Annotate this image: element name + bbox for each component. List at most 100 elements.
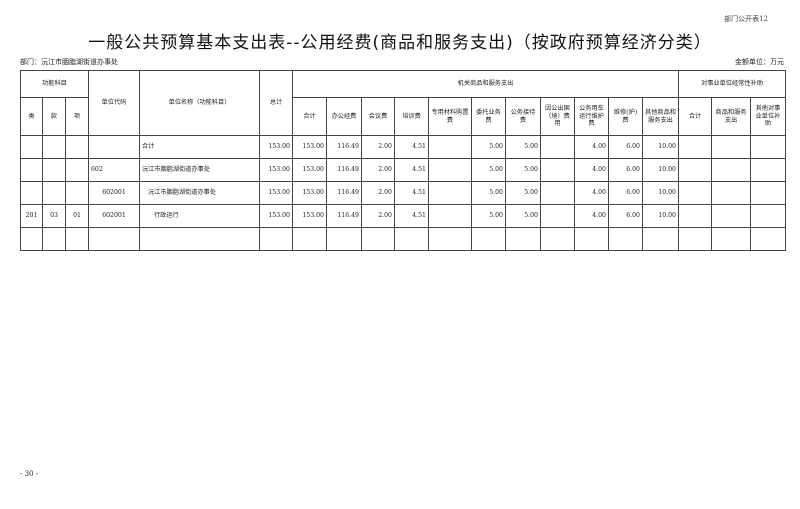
- cell-value: 4.51: [394, 158, 429, 182]
- cell-value: 4.00: [574, 158, 609, 182]
- cell-lei: [20, 135, 43, 159]
- table-row: 602001 沅江市胭脂湖街道办事处 153.00 153.00 116.49 2.00 4…: [20, 181, 786, 205]
- cell-value: 4.51: [394, 135, 429, 159]
- cell-value: [750, 204, 786, 228]
- cell-lei: [20, 181, 43, 205]
- cell-value: 5.00: [471, 158, 506, 182]
- department-label: 部门：沅江市胭脂湖街道办事处: [20, 58, 118, 66]
- cell-name: 沅江市胭脂湖街道办事处: [139, 181, 260, 205]
- cell-value: [428, 227, 472, 251]
- cell-value: [540, 158, 575, 182]
- cell-value: 153.00: [292, 135, 327, 159]
- cell-value: 10.00: [642, 204, 679, 228]
- cell-value: 153.00: [259, 204, 293, 228]
- cell-value: [540, 204, 575, 228]
- cell-xiang: [65, 181, 89, 205]
- cell-value: [750, 227, 786, 251]
- header-g2-col: 商品和服务支出: [711, 97, 751, 136]
- cell-value: [711, 181, 751, 205]
- cell-value: [678, 204, 712, 228]
- cell-value: [608, 227, 643, 251]
- cell-value: [678, 181, 712, 205]
- cell-code: 602: [88, 158, 140, 182]
- header-g1-col: 合计: [292, 97, 327, 136]
- cell-value: 116.49: [326, 181, 362, 205]
- cell-name: 合计: [139, 135, 260, 159]
- cell-code: [88, 135, 140, 159]
- header-lei: 类: [20, 97, 43, 136]
- cell-value: 4.00: [574, 181, 609, 205]
- cell-value: 5.00: [505, 158, 541, 182]
- header-g1-col: 委托业务费: [471, 97, 506, 136]
- cell-value: [678, 158, 712, 182]
- header-total: 总计: [259, 70, 293, 136]
- cell-value: 153.00: [292, 158, 327, 182]
- header-kuan: 款: [42, 97, 66, 136]
- header-xiang: 项: [65, 97, 89, 136]
- cell-value: 5.00: [505, 135, 541, 159]
- cell-value: [750, 135, 786, 159]
- cell-value: [361, 227, 395, 251]
- cell-value: [428, 181, 472, 205]
- cell-value: [428, 158, 472, 182]
- page-code: 部门公开表12: [724, 15, 768, 23]
- cell-value: 10.00: [642, 135, 679, 159]
- cell-kuan: [42, 158, 66, 182]
- cell-value: 2.00: [361, 204, 395, 228]
- header-g1-col: 培训费: [394, 97, 429, 136]
- cell-value: [540, 227, 575, 251]
- header-func: 功能科目: [20, 70, 89, 98]
- cell-value: 4.00: [574, 204, 609, 228]
- cell-value: [574, 227, 609, 251]
- cell-value: 10.00: [642, 158, 679, 182]
- cell-value: 5.00: [471, 135, 506, 159]
- cell-value: 2.00: [361, 135, 395, 159]
- cell-value: 5.00: [471, 204, 506, 228]
- cell-kuan: 03: [42, 204, 66, 228]
- table-row: 合计 153.00 153.00 116.49 2.00 4.51 5.00 5.00 4.00…: [20, 135, 786, 159]
- header-g1-col: 因公出国（境）费用: [540, 97, 575, 136]
- cell-value: [259, 227, 293, 251]
- cell-name: 沅江市胭脂湖街道办事处: [139, 158, 260, 182]
- cell-kuan: [42, 135, 66, 159]
- cell-code: 602001: [88, 181, 140, 205]
- header-g1-col: 维修(护)费: [608, 97, 643, 136]
- budget-table: 功能科目 单位代码 单位名称（功能科目） 总计 机关商品和服务支出 对事业单位经…: [20, 70, 786, 251]
- cell-lei: 201: [20, 204, 43, 228]
- cell-value: 6.00: [608, 135, 643, 159]
- table-row: [20, 227, 786, 251]
- cell-value: [505, 227, 541, 251]
- header-g1-col: 公务用车运行维护费: [574, 97, 609, 136]
- cell-value: 153.00: [259, 135, 293, 159]
- cell-value: 116.49: [326, 204, 362, 228]
- cell-name: [139, 227, 260, 251]
- cell-value: [292, 227, 327, 251]
- cell-value: 153.00: [292, 204, 327, 228]
- unit-label: 金额单位：万元: [735, 58, 784, 66]
- header-g1-col: 办公经费: [326, 97, 362, 136]
- header-g2-col: 其他对事业单位补助: [750, 97, 786, 136]
- cell-xiang: [65, 135, 89, 159]
- cell-value: 6.00: [608, 181, 643, 205]
- header-group1: 机关商品和服务支出: [292, 70, 679, 98]
- cell-value: 10.00: [642, 181, 679, 205]
- header-g1-col: 其他商品和服务支出: [642, 97, 679, 136]
- cell-value: 4.00: [574, 135, 609, 159]
- cell-kuan: [42, 227, 66, 251]
- cell-value: [711, 135, 751, 159]
- header-g1-col: 会议费: [361, 97, 395, 136]
- header-g1-col: 专用材料购置费: [428, 97, 472, 136]
- header-name: 单位名称（功能科目）: [139, 70, 260, 136]
- cell-xiang: 01: [65, 204, 89, 228]
- cell-value: 2.00: [361, 181, 395, 205]
- cell-value: [711, 227, 751, 251]
- cell-value: 6.00: [608, 204, 643, 228]
- cell-value: 4.51: [394, 181, 429, 205]
- cell-value: [678, 135, 712, 159]
- cell-value: 153.00: [259, 158, 293, 182]
- cell-name: 行政运行: [139, 204, 260, 228]
- header-code: 单位代码: [88, 70, 140, 136]
- cell-value: 4.51: [394, 204, 429, 228]
- header-g1-col: 公务接待费: [505, 97, 541, 136]
- cell-value: [428, 135, 472, 159]
